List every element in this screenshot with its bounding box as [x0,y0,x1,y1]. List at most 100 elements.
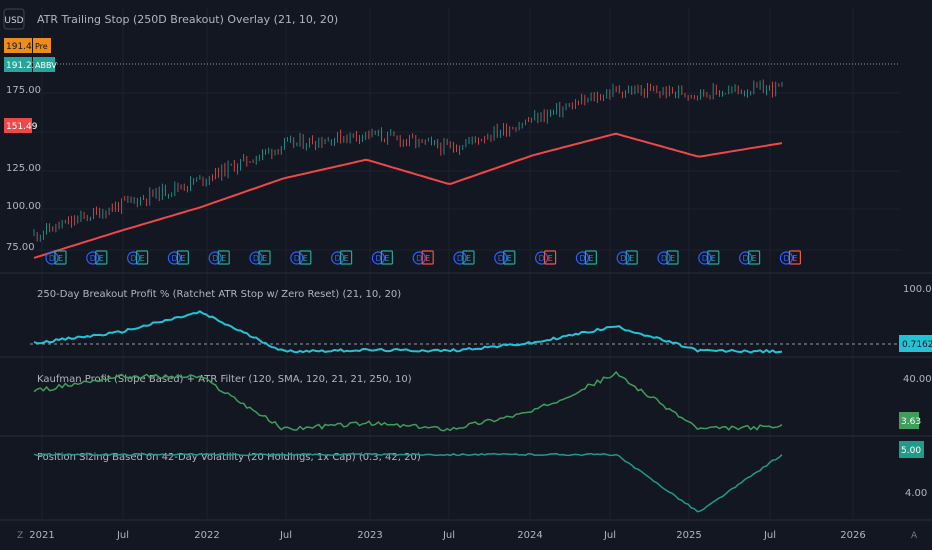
earnings-marker[interactable] [136,250,149,265]
dividend-marker-label: D [702,254,708,263]
breakout-profit-line [33,310,783,354]
earnings-marker[interactable] [217,250,230,265]
kaufman-value-badge: 3.63 [899,412,921,429]
time-axis-label: 2023 [357,530,382,541]
dividend-marker-label: D [620,254,626,263]
time-axis-label: 2022 [194,530,219,541]
kaufman-value: 3.63 [901,417,921,427]
dividend-marker-label: D [171,254,177,263]
earnings-marker-label: E [711,254,716,263]
time-axis-label: Jul [442,530,455,541]
earnings-marker[interactable] [421,250,434,265]
time-axis-label: 2026 [840,530,865,541]
dividend-marker-label: D [375,254,381,263]
currency-button[interactable]: USD [3,8,25,30]
earnings-marker[interactable] [176,250,189,265]
dividend-marker[interactable] [208,251,222,265]
earnings-marker[interactable] [666,250,679,265]
earnings-marker[interactable] [625,250,638,265]
dividend-marker-label: D [539,254,545,263]
dividend-marker-label: D [416,254,422,263]
auto-scale-button[interactable]: A [911,531,918,541]
last-price: 191.22 [6,61,38,71]
auto-scale-label: A [911,531,918,541]
dividend-marker[interactable] [249,251,263,265]
dividend-marker-label: D [294,254,300,263]
earnings-marker[interactable] [462,250,475,265]
earnings-marker[interactable] [54,250,67,265]
currency-label: USD [4,16,23,26]
earnings-marker-label: E [507,254,512,263]
earnings-marker-label: E [303,254,308,263]
dividend-marker[interactable] [698,251,712,265]
earnings-marker-label: E [344,254,349,263]
earnings-marker-label: E [384,254,389,263]
dividend-marker[interactable] [738,251,753,265]
stop-value: 151.49 [6,122,38,132]
earnings-marker-label: E [58,254,63,263]
time-axis[interactable]: 2021 Jul 2022 Jul 2023 Jul 2024 Jul 2025 Jul 2026 [29,530,865,541]
earnings-marker-label: E [180,254,185,263]
pane-4-title[interactable]: Position Sizing Based on 42-Day Volatili… [37,452,421,463]
dividend-marker[interactable] [494,251,508,265]
earnings-marker[interactable] [747,250,761,265]
earnings-marker[interactable] [543,250,557,265]
dividend-marker[interactable] [453,251,467,265]
pre-market-tag: Pre [35,42,48,51]
earnings-marker[interactable] [584,250,598,265]
dividend-marker[interactable] [657,251,671,265]
dividend-marker[interactable] [290,251,304,265]
kaufman-profit-line [33,370,783,432]
dividend-marker-label: D [457,254,463,263]
last-price-badge: 191.22 ABBV [4,57,57,72]
earnings-marker[interactable] [340,250,353,265]
price-axis[interactable]: 75.00 100.00 125.00 175.00 [6,85,41,253]
grid [30,8,900,520]
earnings-marker-label: E [670,254,675,263]
price-tick: 75.00 [6,242,35,253]
dividend-marker[interactable] [86,251,100,265]
earnings-marker[interactable] [503,250,516,265]
price-tick: 125.00 [6,163,41,174]
sizing-value: 5.00 [901,446,921,456]
dividend-marker[interactable] [779,251,794,265]
earnings-marker-label: E [140,254,145,263]
breakout-value-badge: 0.7162 [899,335,932,352]
dividend-marker[interactable] [167,251,181,265]
earnings-marker-label: E [588,254,593,263]
dividend-marker[interactable] [412,251,426,265]
pane-3-title[interactable]: Kaufman Profit (Slope Based) + ATR Filte… [37,374,412,385]
dividend-marker-label: D [131,254,137,263]
earnings-marker[interactable] [707,250,720,265]
earnings-marker-label: E [99,254,104,263]
pane-dividers [0,272,932,521]
pane-1-title[interactable]: ATR Trailing Stop (250D Breakout) Overla… [37,13,338,26]
dividend-marker[interactable] [534,251,549,265]
zoom-button[interactable]: Z [17,531,23,541]
earnings-marker[interactable] [95,250,108,265]
time-axis-label: Jul [603,530,616,541]
earnings-marker-label: E [425,254,430,263]
time-axis-label: 2025 [676,530,701,541]
dividend-marker[interactable] [127,251,141,265]
dividend-marker[interactable] [331,251,345,265]
dividend-marker[interactable] [575,251,590,265]
time-axis-label: Jul [279,530,292,541]
kaufman-tick: 40.00 [903,374,932,385]
earnings-marker-label: E [792,254,797,263]
earnings-marker[interactable] [299,250,312,265]
dividend-marker[interactable] [45,251,59,265]
earnings-marker[interactable] [788,250,802,265]
earnings-marker[interactable] [380,250,393,265]
dividend-marker-label: D [90,254,96,263]
dividend-marker[interactable] [371,251,385,265]
earnings-marker[interactable] [258,250,271,265]
pane-2-title[interactable]: 250-Day Breakout Profit % (Ratchet ATR S… [37,289,401,300]
price-tick: 100.00 [6,201,41,212]
dividend-marker[interactable] [616,251,630,265]
dividend-marker-label: D [498,254,504,263]
price-tick: 175.00 [6,85,41,96]
